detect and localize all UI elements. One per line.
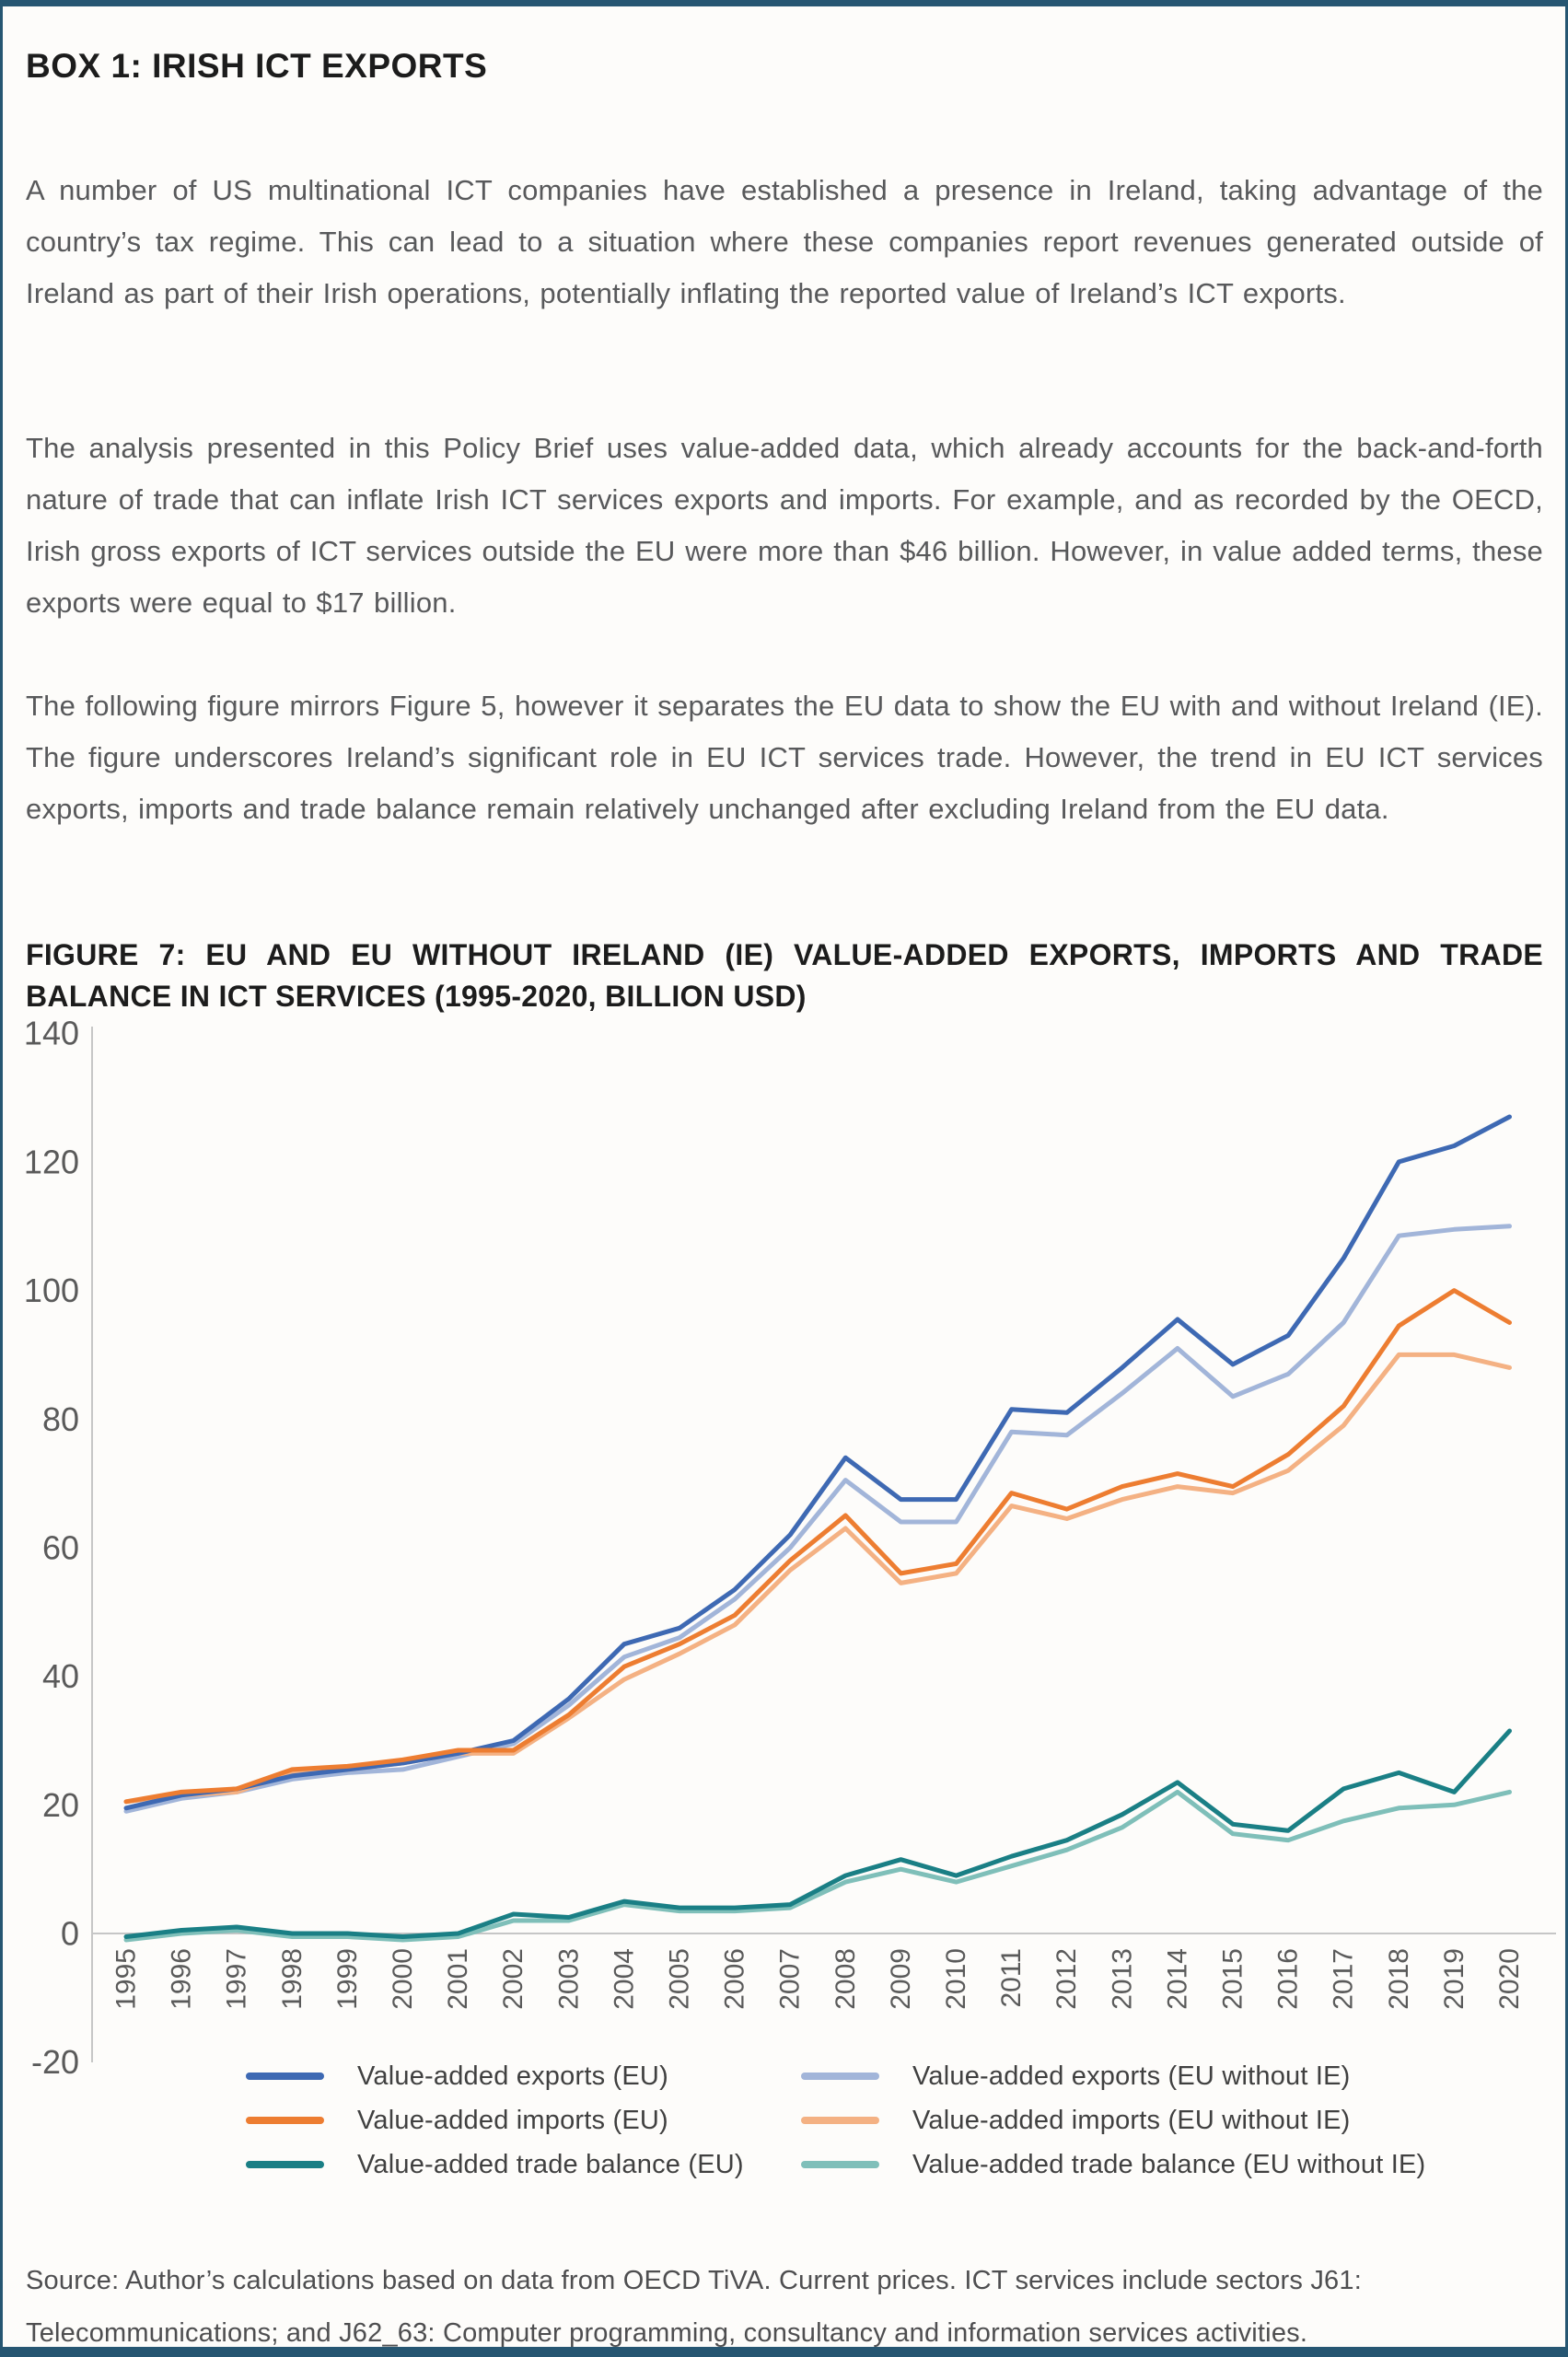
legend-line-swatch (246, 2161, 324, 2168)
x-tick-label-year: 2008 (830, 1948, 861, 2010)
box-title: BOX 1: IRISH ICT EXPORTS (26, 46, 488, 85)
x-tick-label-year: 2013 (1107, 1948, 1137, 2010)
legend-line-swatch (246, 2117, 324, 2124)
x-tick-label-year: 1997 (222, 1948, 252, 2010)
x-tick-label-year: 2019 (1439, 1948, 1469, 2010)
series-line (123, 1224, 1512, 1814)
x-tick-label-year: 1998 (277, 1948, 308, 2010)
x-tick-label-year: 2001 (443, 1948, 473, 2010)
x-tick-label-year: 1995 (111, 1948, 142, 2010)
x-tick-label-year: 2011 (996, 1948, 1027, 2008)
legend-item: Value-added trade balance (EU) (246, 2150, 801, 2180)
page-left-border (0, 0, 3, 2357)
x-tick-label-year: 2016 (1273, 1948, 1304, 2010)
x-tick-label-year: 2018 (1384, 1948, 1414, 2010)
x-tick-label-year: 2002 (498, 1948, 528, 2010)
legend-item: Value-added trade balance (EU without IE… (801, 2150, 1526, 2180)
source-note: Source: Author’s calculations based on d… (26, 2266, 1362, 2348)
paragraph-2: The analysis presented in this Policy Br… (26, 432, 1543, 619)
y-tick-label: 140 (24, 1015, 79, 1052)
legend-label: Value-added imports (EU without IE) (912, 2105, 1351, 2135)
x-tick-label-year: 2012 (1051, 1948, 1082, 2010)
y-tick-label: 100 (24, 1271, 79, 1309)
x-tick-label-year: 2004 (609, 1948, 639, 2010)
x-tick-label-year: 2003 (553, 1948, 584, 2010)
paragraph-3: The following figure mirrors Figure 5, h… (26, 690, 1543, 825)
legend-item: Value-added imports (EU without IE) (801, 2106, 1526, 2136)
series-line (123, 1114, 1512, 1811)
x-tick-label-year: 2010 (941, 1948, 971, 2010)
chart-legend: Value-added exports (EU) Value-added expo… (246, 2054, 1526, 2187)
legend-label: Value-added imports (EU) (357, 2105, 668, 2135)
x-tick-label-year: 2000 (388, 1948, 418, 2010)
series-line (123, 1789, 1512, 1943)
series-line (123, 1728, 1512, 1939)
x-tick-label-year: 2009 (886, 1948, 916, 2010)
legend-line-swatch (246, 2073, 324, 2080)
x-tick-label-year: 2005 (665, 1948, 695, 2010)
figure-title: FIGURE 7: EU AND EU WITHOUT IRELAND (IE)… (26, 937, 1543, 1013)
page-top-border-bar (0, 0, 1568, 6)
y-tick-label: 60 (42, 1528, 79, 1566)
legend-line-swatch (801, 2161, 879, 2168)
y-tick-label: -20 (31, 2043, 79, 2081)
y-tick-label: 20 (42, 1786, 79, 1824)
legend-label: Value-added exports (EU without IE) (912, 2061, 1351, 2091)
y-tick-label: 0 (61, 1915, 79, 1953)
legend-label: Value-added exports (EU) (357, 2061, 668, 2091)
x-tick-label-year: 2014 (1162, 1948, 1192, 2010)
y-tick-label: 40 (42, 1657, 79, 1695)
y-tick-label: 80 (42, 1400, 79, 1438)
legend-line-swatch (801, 2117, 879, 2124)
legend-label: Value-added trade balance (EU) (357, 2149, 744, 2179)
legend-item: Value-added exports (EU) (246, 2061, 801, 2092)
x-tick-label-year: 2007 (775, 1948, 806, 2010)
x-tick-label-year: 2017 (1329, 1948, 1359, 2010)
legend-line-swatch (801, 2073, 879, 2080)
legend-item: Value-added exports (EU without IE) (801, 2061, 1526, 2092)
x-tick-label-year: 2015 (1218, 1948, 1249, 2010)
series-line (123, 1352, 1512, 1805)
legend-label: Value-added trade balance (EU without IE… (912, 2149, 1426, 2179)
paragraph-1: A number of US multinational ICT compani… (26, 174, 1543, 309)
page-right-border (1565, 0, 1568, 2357)
x-tick-label-year: 1996 (167, 1948, 197, 2010)
x-tick-label-year: 2006 (720, 1948, 750, 2010)
page-bottom-border-bar (0, 2347, 1568, 2357)
legend-item: Value-added imports (EU) (246, 2106, 801, 2136)
x-tick-label-year: 1999 (332, 1948, 363, 2010)
y-tick-label: 120 (24, 1143, 79, 1180)
series-line (123, 1288, 1512, 1805)
x-tick-label-year: 2020 (1494, 1948, 1525, 2010)
